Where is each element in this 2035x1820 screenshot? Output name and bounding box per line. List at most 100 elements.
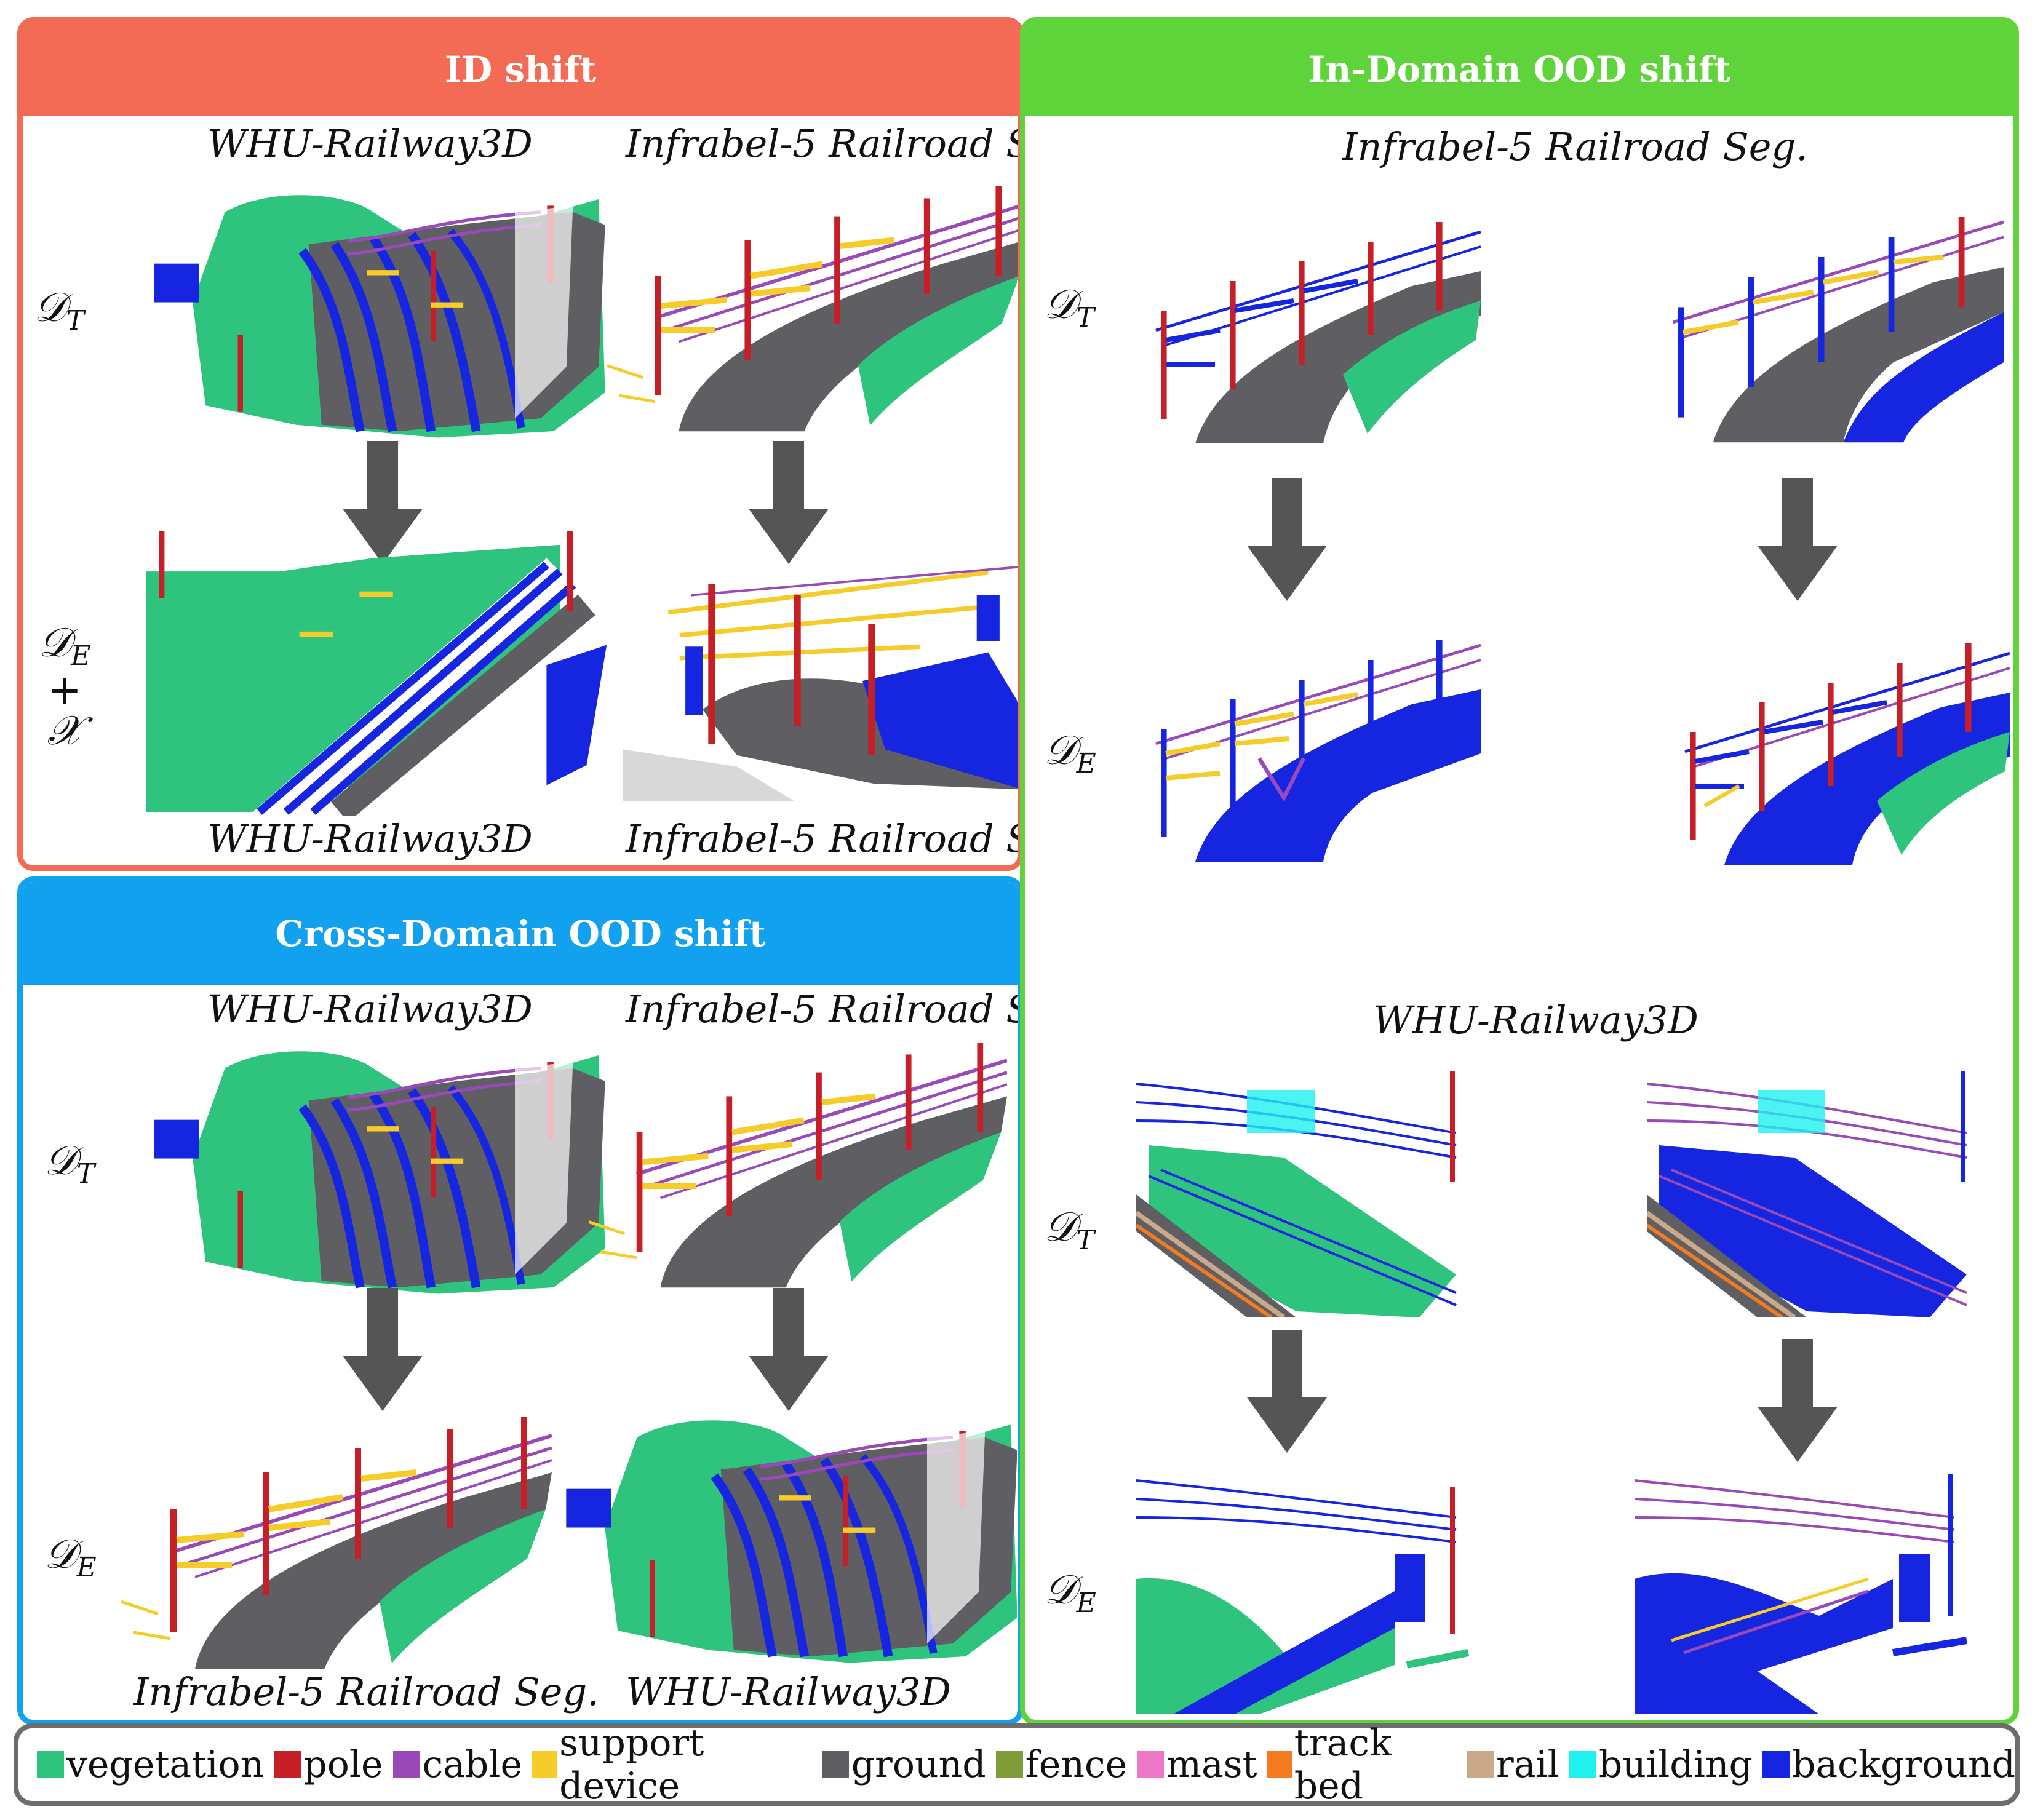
legend-label: rail bbox=[1496, 1743, 1559, 1786]
legend-item-ground: ground bbox=[821, 1743, 986, 1786]
in-upper-dataset: Infrabel-5 Railroad Seg. bbox=[1342, 124, 1808, 169]
id-top-right-dataset: Infrabel-5 Railroad Seg. bbox=[626, 121, 1018, 166]
legend-swatch bbox=[392, 1751, 420, 1778]
legend-swatch bbox=[995, 1751, 1023, 1778]
de-symbol: 𝒟 bbox=[1044, 726, 1077, 774]
dt-sub: T bbox=[76, 1158, 95, 1190]
legend-label: building bbox=[1598, 1743, 1753, 1786]
legend-swatch bbox=[1762, 1751, 1790, 1778]
cd-right-arrow bbox=[749, 1288, 829, 1411]
dt-sub: T bbox=[1076, 1225, 1095, 1257]
id-top-left-pointcloud bbox=[146, 173, 613, 444]
legend-swatch bbox=[274, 1751, 301, 1778]
in-upper-e-left-pointcloud bbox=[1136, 607, 1481, 890]
de-symbol: 𝒟 bbox=[1044, 1566, 1077, 1613]
cross-domain-panel: Cross-Domain OOD shift WHU-Railway3D Inf… bbox=[17, 876, 1024, 1725]
id-bottom-left-dataset: WHU-Railway3D bbox=[207, 816, 533, 861]
id-shift-panel: ID shift WHU-Railway3D Infrabel-5 Railro… bbox=[17, 17, 1024, 871]
legend-label: background bbox=[1791, 1743, 2015, 1786]
dt-symbol: 𝒟 bbox=[34, 284, 66, 331]
legend-label: ground bbox=[851, 1743, 986, 1786]
legend-label: fence bbox=[1025, 1743, 1128, 1786]
dt-symbol: 𝒟 bbox=[1044, 1203, 1077, 1250]
de-sub: E bbox=[1076, 1588, 1096, 1619]
plus-symbol: + bbox=[47, 666, 82, 714]
legend-item-vegetation: vegetation bbox=[37, 1743, 264, 1786]
cross-domain-title: Cross-Domain OOD shift bbox=[23, 882, 1018, 985]
in-lower-t-left-pointcloud bbox=[1136, 1071, 1481, 1317]
legend-item-cable: cable bbox=[392, 1743, 522, 1786]
dt-symbol: 𝒟 bbox=[1044, 280, 1077, 328]
in-lower-row-label-t: 𝒟T bbox=[1044, 1207, 1094, 1254]
legend-item-fence: fence bbox=[995, 1743, 1128, 1786]
dt-sub: T bbox=[66, 305, 85, 337]
in-domain-panel: In-Domain OOD shift Infrabel-5 Railroad … bbox=[1020, 17, 2019, 1725]
in-lower-left-arrow bbox=[1247, 1330, 1327, 1453]
legend-swatch bbox=[37, 1751, 64, 1778]
cd-top-right-pointcloud bbox=[589, 1036, 1007, 1300]
id-right-arrow bbox=[749, 441, 829, 564]
id-shift-title: ID shift bbox=[23, 23, 1018, 116]
id-row-label-t: 𝒟T bbox=[34, 287, 84, 335]
legend-swatch bbox=[532, 1751, 557, 1778]
legend-swatch bbox=[1137, 1751, 1165, 1778]
in-upper-t-right-pointcloud bbox=[1653, 189, 2004, 466]
legend-label: mast bbox=[1166, 1743, 1257, 1786]
in-domain-title: In-Domain OOD shift bbox=[1025, 23, 2013, 116]
legend-swatch bbox=[1569, 1751, 1596, 1778]
legend-label: vegetation bbox=[66, 1743, 265, 1786]
de-symbol: 𝒟 bbox=[44, 1530, 77, 1578]
legend-item-pole: pole bbox=[274, 1743, 383, 1786]
legend-item-mast: mast bbox=[1137, 1743, 1257, 1786]
cd-bottom-right-pointcloud bbox=[564, 1399, 1019, 1669]
legend-label: track bed bbox=[1294, 1722, 1392, 1808]
id-row-label-e: 𝒟E + 𝒳 bbox=[34, 622, 95, 751]
cd-top-right-dataset: Infrabel-5 Railroad Seg. bbox=[626, 987, 1018, 1031]
de-symbol: 𝒟 bbox=[38, 619, 71, 666]
de-sub: E bbox=[76, 1552, 97, 1584]
legend-label: support device bbox=[559, 1722, 704, 1808]
in-upper-left-arrow bbox=[1247, 478, 1327, 601]
cd-top-left-pointcloud bbox=[146, 1030, 613, 1300]
in-lower-e-left-pointcloud bbox=[1136, 1468, 1481, 1714]
id-bottom-left-pointcloud bbox=[146, 527, 613, 816]
legend-item-support-device: support device bbox=[532, 1722, 812, 1808]
cd-top-left-dataset: WHU-Railway3D bbox=[207, 987, 533, 1031]
cd-bottom-left-pointcloud bbox=[121, 1417, 552, 1675]
x-symbol: 𝒳 bbox=[47, 707, 82, 755]
in-lower-dataset: WHU-Railway3D bbox=[1373, 998, 1698, 1043]
legend-swatch bbox=[821, 1751, 849, 1778]
in-upper-t-left-pointcloud bbox=[1136, 195, 1481, 466]
cd-left-arrow bbox=[343, 1288, 423, 1411]
cd-row-label-t: 𝒟T bbox=[44, 1140, 95, 1188]
in-upper-row-label-e: 𝒟E bbox=[1044, 730, 1096, 777]
dt-symbol: 𝒟 bbox=[44, 1137, 77, 1184]
id-top-left-dataset: WHU-Railway3D bbox=[207, 121, 533, 166]
legend-items: vegetation pole cable support device ground f… bbox=[37, 1722, 2015, 1808]
legend-item-building: building bbox=[1569, 1743, 1753, 1786]
legend-label: pole bbox=[303, 1743, 383, 1786]
in-lower-t-right-pointcloud bbox=[1647, 1071, 1991, 1317]
in-lower-row-label-e: 𝒟E bbox=[1044, 1570, 1096, 1617]
id-left-arrow bbox=[343, 441, 423, 564]
legend-swatch bbox=[1267, 1751, 1292, 1778]
cd-bottom-left-dataset: Infrabel-5 Railroad Seg. bbox=[133, 1669, 599, 1714]
legend: vegetation pole cable support device ground f… bbox=[14, 1722, 2020, 1808]
dt-sub: T bbox=[1076, 302, 1095, 334]
legend-item-rail: rail bbox=[1467, 1743, 1559, 1786]
in-lower-right-arrow bbox=[1758, 1339, 1838, 1462]
in-upper-right-arrow bbox=[1758, 478, 1838, 601]
legend-label: cable bbox=[422, 1743, 522, 1786]
cd-bottom-right-dataset: WHU-Railway3D bbox=[626, 1669, 951, 1714]
id-bottom-right-dataset: Infrabel-5 Railroad Seg. bbox=[626, 816, 1018, 861]
legend-item-background: background bbox=[1762, 1743, 2015, 1786]
legend-item-track-bed: track bed bbox=[1267, 1722, 1457, 1808]
id-top-right-pointcloud bbox=[607, 183, 1024, 441]
de-sub: E bbox=[1076, 748, 1096, 780]
legend-swatch bbox=[1467, 1751, 1494, 1778]
in-upper-e-right-pointcloud bbox=[1665, 613, 2010, 890]
de-sub: E bbox=[71, 640, 91, 672]
cd-row-label-e: 𝒟E bbox=[44, 1534, 97, 1581]
in-upper-row-label-t: 𝒟T bbox=[1044, 284, 1094, 332]
in-lower-e-right-pointcloud bbox=[1635, 1468, 1979, 1714]
